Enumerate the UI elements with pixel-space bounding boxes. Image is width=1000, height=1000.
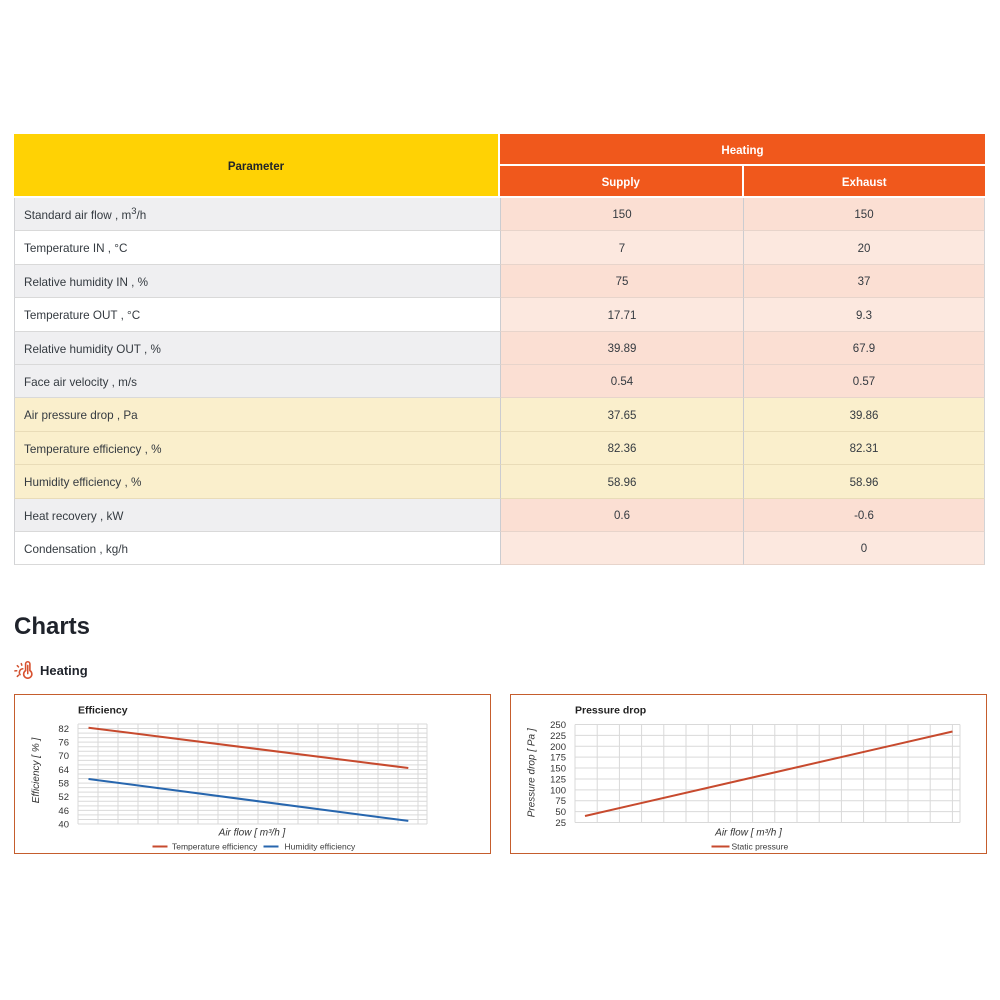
svg-text:Pressure drop [ Pa ]: Pressure drop [ Pa ]	[527, 728, 538, 817]
svg-text:125: 125	[550, 774, 566, 785]
svg-text:225: 225	[550, 731, 566, 742]
svg-text:58: 58	[58, 779, 69, 790]
svg-text:70: 70	[58, 751, 69, 762]
svg-text:Air flow [ m³/h ]: Air flow [ m³/h ]	[714, 828, 782, 839]
svg-text:250: 250	[550, 720, 566, 731]
svg-text:76: 76	[58, 738, 69, 749]
svg-text:50: 50	[555, 807, 566, 818]
svg-text:25: 25	[555, 818, 566, 829]
svg-text:Efficiency [ % ]: Efficiency [ % ]	[31, 737, 42, 803]
svg-text:175: 175	[550, 753, 566, 764]
svg-text:82: 82	[58, 724, 69, 735]
svg-text:100: 100	[550, 785, 566, 796]
svg-text:Static pressure: Static pressure	[732, 842, 789, 852]
svg-text:200: 200	[550, 742, 566, 753]
svg-text:Humidity efficiency: Humidity efficiency	[285, 842, 356, 852]
svg-text:Efficiency: Efficiency	[78, 705, 128, 717]
svg-text:75: 75	[555, 796, 566, 807]
svg-text:Air flow [ m³/h ]: Air flow [ m³/h ]	[218, 828, 286, 839]
svg-text:40: 40	[58, 819, 69, 830]
svg-text:52: 52	[58, 792, 69, 803]
svg-text:46: 46	[58, 806, 69, 817]
svg-text:150: 150	[550, 764, 566, 775]
svg-text:64: 64	[58, 765, 69, 776]
svg-text:Pressure drop: Pressure drop	[575, 705, 646, 717]
svg-text:Temperature efficiency: Temperature efficiency	[172, 842, 258, 852]
